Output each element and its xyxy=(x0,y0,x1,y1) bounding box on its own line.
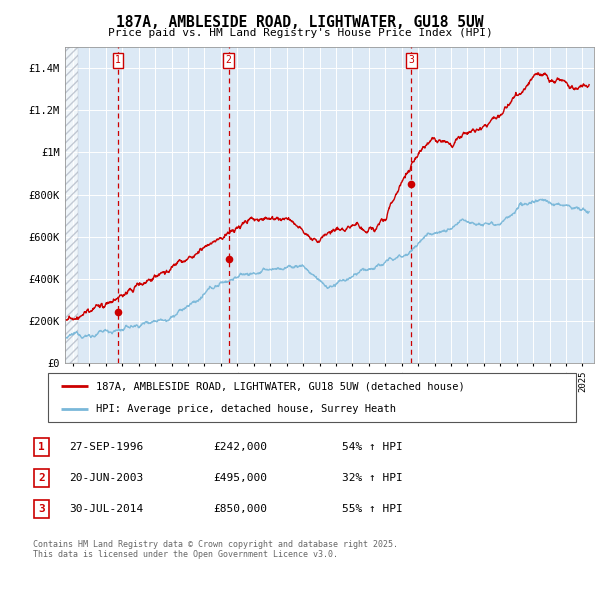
Text: 1: 1 xyxy=(38,442,45,452)
Text: 1: 1 xyxy=(115,55,121,65)
Text: 20-JUN-2003: 20-JUN-2003 xyxy=(69,473,143,483)
Text: 2: 2 xyxy=(38,473,45,483)
Text: 30-JUL-2014: 30-JUL-2014 xyxy=(69,504,143,513)
Text: 187A, AMBLESIDE ROAD, LIGHTWATER, GU18 5UW: 187A, AMBLESIDE ROAD, LIGHTWATER, GU18 5… xyxy=(116,15,484,30)
Text: 54% ↑ HPI: 54% ↑ HPI xyxy=(342,442,403,452)
FancyBboxPatch shape xyxy=(34,500,49,517)
Text: £242,000: £242,000 xyxy=(213,442,267,452)
Text: 187A, AMBLESIDE ROAD, LIGHTWATER, GU18 5UW (detached house): 187A, AMBLESIDE ROAD, LIGHTWATER, GU18 5… xyxy=(95,381,464,391)
Text: 27-SEP-1996: 27-SEP-1996 xyxy=(69,442,143,452)
Text: Contains HM Land Registry data © Crown copyright and database right 2025.
This d: Contains HM Land Registry data © Crown c… xyxy=(33,540,398,559)
Text: 55% ↑ HPI: 55% ↑ HPI xyxy=(342,504,403,513)
FancyBboxPatch shape xyxy=(48,373,576,422)
Text: Price paid vs. HM Land Registry's House Price Index (HPI): Price paid vs. HM Land Registry's House … xyxy=(107,28,493,38)
Text: £850,000: £850,000 xyxy=(213,504,267,513)
Bar xyxy=(65,47,78,363)
Text: 3: 3 xyxy=(409,55,414,65)
FancyBboxPatch shape xyxy=(34,469,49,487)
Text: £495,000: £495,000 xyxy=(213,473,267,483)
Text: 3: 3 xyxy=(38,504,45,513)
Text: HPI: Average price, detached house, Surrey Heath: HPI: Average price, detached house, Surr… xyxy=(95,404,395,414)
Text: 2: 2 xyxy=(226,55,232,65)
FancyBboxPatch shape xyxy=(34,438,49,456)
Text: 32% ↑ HPI: 32% ↑ HPI xyxy=(342,473,403,483)
